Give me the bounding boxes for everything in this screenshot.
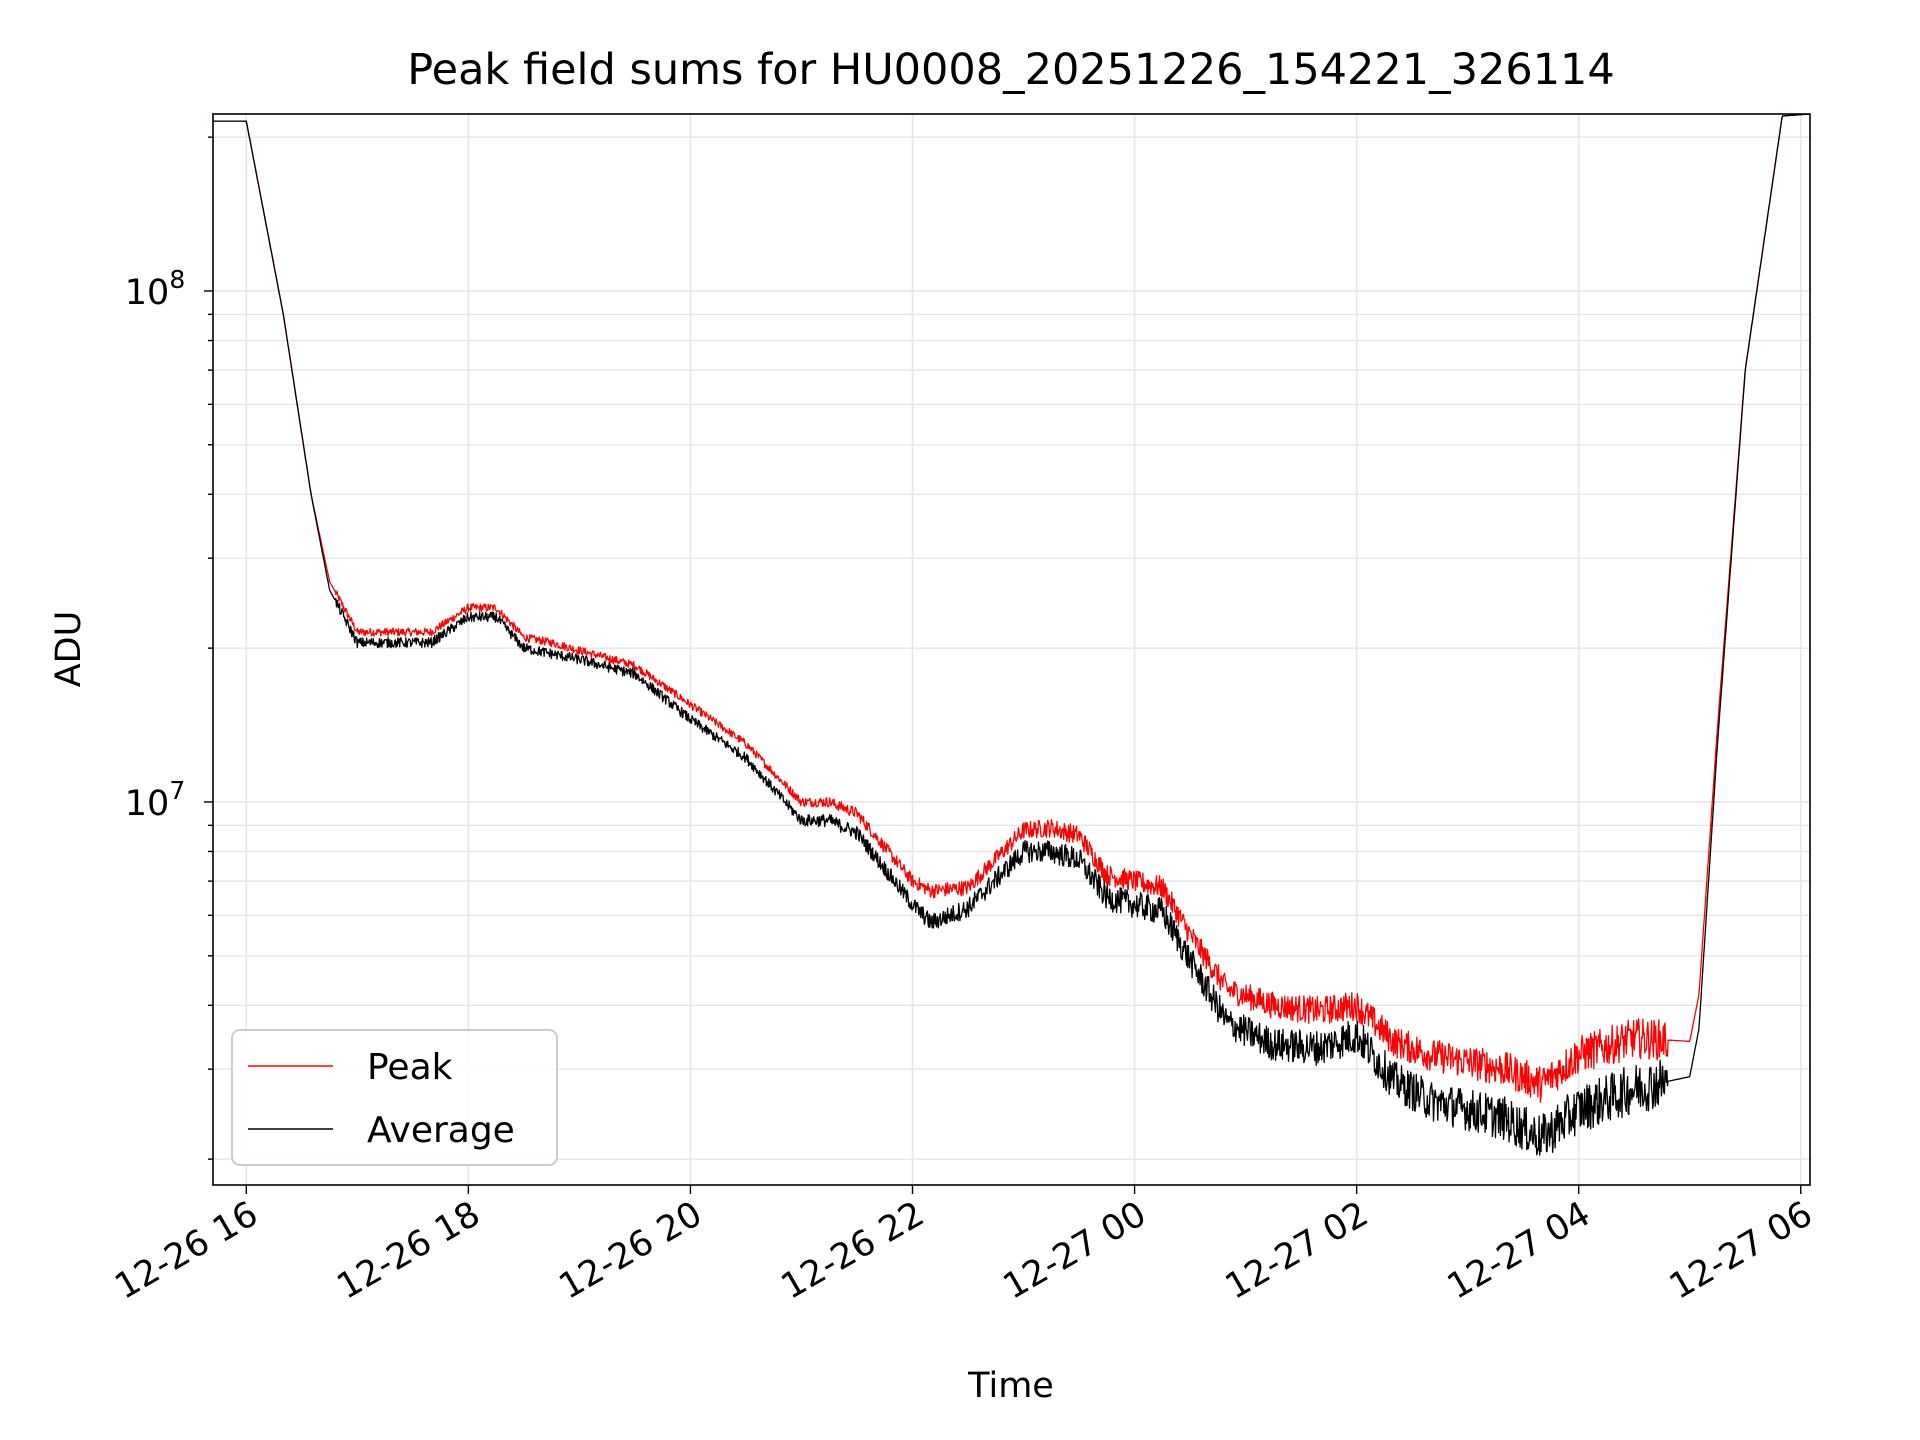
series-line-peak: [213, 114, 1810, 1103]
legend: Peak Average: [231, 1029, 558, 1166]
series-line-average: [213, 114, 1810, 1156]
y-axis-label: ADU: [49, 611, 89, 688]
chart-title: Peak field sums for HU0008_20251226_1542…: [407, 45, 1615, 95]
legend-box: [231, 1029, 558, 1166]
y-tick-label: 108: [125, 265, 185, 313]
series-layer: [213, 114, 1810, 1156]
y-tick-label: 107: [125, 776, 185, 824]
legend-peak-label: Peak: [367, 1047, 453, 1088]
x-axis-label: Time: [967, 1366, 1054, 1406]
plot-frame: [212, 113, 1811, 1186]
legend-average-label: Average: [367, 1110, 515, 1151]
grid: [213, 114, 1810, 1185]
